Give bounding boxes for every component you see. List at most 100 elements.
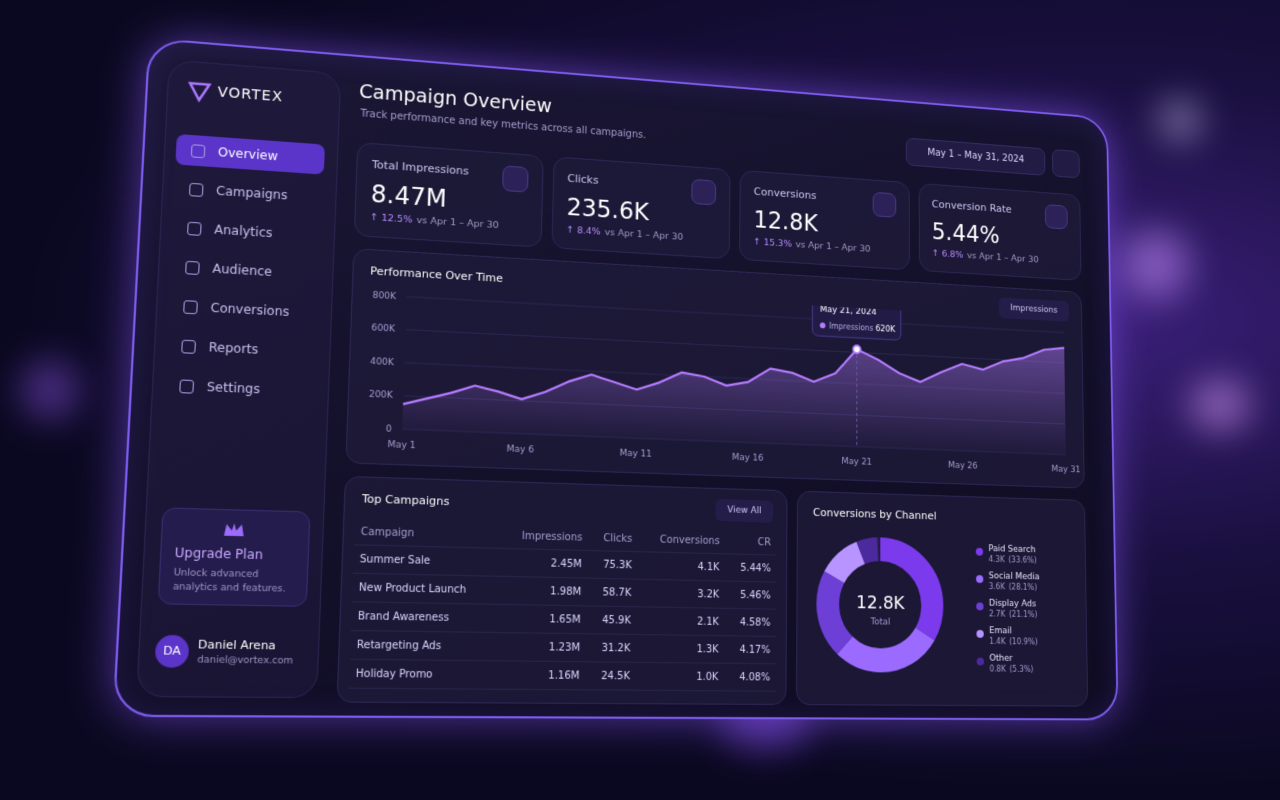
upgrade-title[interactable]: Upgrade Plan <box>174 545 263 562</box>
legend-detail: 2.7K (21.1%) <box>989 610 1037 620</box>
legend-swatch <box>977 657 984 665</box>
donut-total-label: Total <box>870 617 891 627</box>
tooltip-value: 620K <box>875 325 895 336</box>
nav-item[interactable]: Reports <box>165 330 317 368</box>
kpi-icon <box>502 165 528 192</box>
table-cell: 1.0K <box>636 662 725 691</box>
y-tick-label: 0 <box>386 424 393 434</box>
nav-item[interactable]: Analytics <box>171 211 322 251</box>
nav-icon <box>191 144 206 158</box>
filter-button[interactable] <box>1052 149 1080 178</box>
upgrade-text: Unlock advanced analytics and features. <box>173 567 295 597</box>
kpi-change-row: ↑ 15.3% vs Apr 1 – Apr 30 <box>753 237 870 255</box>
kpi-period: vs Apr 1 – Apr 30 <box>967 250 1039 265</box>
crown-icon <box>222 521 247 539</box>
legend-share: (33.6%) <box>1008 555 1036 564</box>
nav-label: Reports <box>208 340 258 357</box>
table-cell: 1.23M <box>496 633 586 662</box>
user-name[interactable]: Daniel Arena <box>198 638 276 653</box>
nav-item[interactable]: Campaigns <box>173 173 323 213</box>
nav-icon <box>183 300 198 314</box>
kpi-change-row: ↑ 12.5% vs Apr 1 – Apr 30 <box>370 212 499 231</box>
avatar: DA <box>154 635 189 668</box>
nav-item[interactable]: Conversions <box>167 290 318 329</box>
kpi-value: 12.8K <box>753 206 818 237</box>
table-cell: 5.44% <box>725 554 777 582</box>
kpi-change-row: ↑ 8.4% vs Apr 1 – Apr 30 <box>566 225 683 243</box>
kpi-value: 235.6K <box>566 193 649 226</box>
table-cell: 58.7K <box>587 578 637 607</box>
y-tick-label: 800K <box>372 291 397 302</box>
table-cell: New Product Launch <box>352 573 499 604</box>
table-cell: 1.16M <box>496 661 586 690</box>
legend-detail: 0.8K (5.3%) <box>990 665 1034 674</box>
performance-card: Performance Over Time Impressions 0 200K 4… <box>345 248 1084 488</box>
nav-item[interactable]: Overview <box>175 134 325 175</box>
nav-label: Campaigns <box>216 184 288 203</box>
donut-title: Conversions by Channel <box>813 506 937 522</box>
table-cell: 4.1K <box>638 552 726 581</box>
legend-swatch <box>976 548 983 556</box>
x-tick-label: May 1 <box>387 440 416 451</box>
date-range-picker[interactable]: May 1 – May 31, 2024 <box>906 138 1045 176</box>
kpi-change: ↑ 15.3% <box>753 237 792 250</box>
kpi-change: ↑ 8.4% <box>566 225 601 238</box>
legend-swatch <box>976 630 983 638</box>
nav-item[interactable]: Settings <box>163 369 315 407</box>
grid-line <box>405 330 1064 363</box>
brand-logo <box>187 80 212 104</box>
table-cell: Summer Sale <box>353 545 499 577</box>
table-row[interactable]: Holiday Promo 1.16M 24.5K 1.0K 4.08% <box>349 659 776 691</box>
scene: VORTEX Upgrade Plan Unlock advanced anal… <box>0 0 1280 800</box>
legend-detail: 4.3K (33.6%) <box>989 555 1037 565</box>
legend-name: Other <box>989 654 1013 664</box>
bokeh <box>20 360 80 420</box>
kpi-period: vs Apr 1 – Apr 30 <box>416 215 499 231</box>
table-cell: 45.9K <box>587 606 638 635</box>
line-chart: 0 200K 400K 600K 800K May 1 May 6 May 11 May 16 M… <box>346 280 1083 488</box>
kpi-period: vs Apr 1 – Apr 30 <box>604 227 683 243</box>
legend-amount: 4.3K <box>989 555 1006 564</box>
channels-card: Conversions by Channel Paid Search 4.3K (3… <box>796 491 1088 707</box>
legend-name: Display Ads <box>989 599 1037 610</box>
kpi-period: vs Apr 1 – Apr 30 <box>796 239 871 254</box>
nav-label: Analytics <box>214 222 273 240</box>
table-title: Top Campaigns <box>362 492 450 508</box>
nav-icon <box>181 339 196 353</box>
table-cell: 2.45M <box>499 548 589 578</box>
upgrade-card: Upgrade Plan Unlock advanced analytics a… <box>158 507 311 607</box>
campaigns-card: Top Campaigns View All Campaign Impressio… <box>336 476 787 705</box>
table-cell: 1.98M <box>498 576 588 606</box>
x-tick-label: May 11 <box>619 449 651 460</box>
page: VORTEX Upgrade Plan Unlock advanced anal… <box>0 0 1280 800</box>
legend-share: (28.1%) <box>1009 583 1037 592</box>
legend-share: (10.9%) <box>1009 637 1038 646</box>
kpi-icon <box>1045 204 1068 229</box>
legend-name: Social Media <box>989 571 1040 582</box>
kpi-value: 8.47M <box>370 180 447 213</box>
y-tick-label: 200K <box>369 390 395 401</box>
table-row[interactable]: Retargeting Ads 1.23M 31.2K 1.3K 4.17% <box>350 630 776 663</box>
nav-item[interactable]: Audience <box>169 251 320 290</box>
kpi-change: ↑ 12.5% <box>370 212 413 226</box>
x-tick-label: May 31 <box>1051 465 1080 476</box>
x-tick-label: May 26 <box>948 461 978 472</box>
table-cell: Retargeting Ads <box>350 630 497 660</box>
kpi-change-row: ↑ 6.8% vs Apr 1 – Apr 30 <box>932 248 1039 265</box>
kpi-card: Total Impressions 8.47M ↑ 12.5% vs Apr 1 – … <box>354 142 543 248</box>
legend-swatch <box>976 602 983 610</box>
nav-icon <box>189 182 204 196</box>
bokeh <box>1190 380 1250 430</box>
y-tick-label: 400K <box>370 357 395 368</box>
kpi-card: Conversion Rate 5.44% ↑ 6.8% vs Apr 1 – Apr… <box>918 183 1081 281</box>
sidebar: VORTEX Upgrade Plan Unlock advanced anal… <box>136 59 341 698</box>
column-header: Campaign <box>354 519 500 548</box>
nav-label: Audience <box>212 261 272 279</box>
table-cell: 2.1K <box>637 607 725 636</box>
x-tick-label: May 16 <box>732 453 764 464</box>
y-tick-label: 600K <box>371 324 396 335</box>
view-all-button[interactable]: View All <box>715 499 773 523</box>
legend-amount: 2.7K <box>989 610 1006 619</box>
legend-name: Paid Search <box>988 544 1035 555</box>
kpi-label: Conversion Rate <box>932 198 1012 216</box>
